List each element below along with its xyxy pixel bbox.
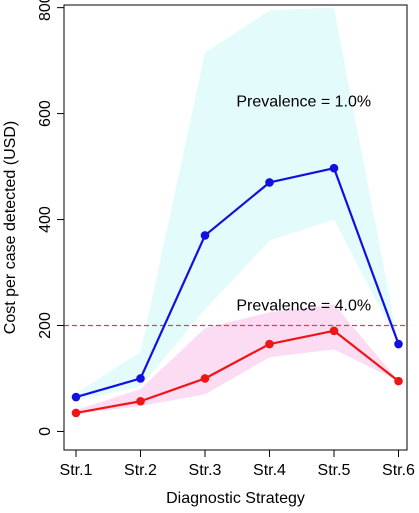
series-line-1 bbox=[75, 167, 400, 399]
series-lines bbox=[75, 167, 400, 414]
data-point-s2-2 bbox=[136, 396, 145, 406]
series-label-1: Prevalence = 1.0% bbox=[236, 93, 371, 110]
series-label-2: Prevalence = 4.0% bbox=[236, 297, 371, 314]
confidence-band-1 bbox=[76, 7, 399, 401]
data-point-s1-5 bbox=[329, 163, 339, 173]
y-tick-label-200: 200 bbox=[37, 312, 54, 339]
y-tick-label-0: 0 bbox=[37, 427, 54, 436]
series-points bbox=[71, 163, 403, 418]
data-point-s1-3 bbox=[200, 231, 210, 240]
y-axis: 0 200 400 600 800 bbox=[37, 0, 64, 436]
data-point-s1-2 bbox=[136, 374, 145, 383]
data-point-s1-1 bbox=[71, 392, 81, 402]
y-tick-label-400: 400 bbox=[37, 206, 54, 233]
data-point-s2-4 bbox=[265, 339, 274, 349]
x-tick-label-6: Str.6 bbox=[382, 462, 415, 479]
x-tick-label-2: Str.2 bbox=[124, 462, 157, 479]
plot-frame bbox=[63, 4, 408, 451]
x-axis-title: Diagnostic Strategy bbox=[166, 490, 305, 507]
data-point-s1-6 bbox=[394, 339, 403, 349]
y-tick-label-800: 800 bbox=[37, 0, 54, 21]
data-point-s2-3 bbox=[200, 374, 210, 383]
series-line-2 bbox=[75, 329, 400, 414]
x-axis: Str.1 Str.2 Str.3 Str.4 Str.5 Str.6 bbox=[60, 450, 415, 479]
data-point-s2-1 bbox=[71, 408, 81, 418]
series-labels: Prevalence = 1.0% Prevalence = 4.0% bbox=[236, 93, 371, 314]
confidence-bands bbox=[76, 7, 399, 414]
confidence-band-2 bbox=[76, 304, 399, 414]
x-tick-label-5: Str.5 bbox=[318, 462, 351, 479]
x-tick-label-3: Str.3 bbox=[189, 462, 222, 479]
x-tick-label-1: Str.1 bbox=[60, 462, 93, 479]
data-point-s2-5 bbox=[329, 326, 339, 336]
x-tick-label-4: Str.4 bbox=[253, 462, 286, 479]
data-point-s2-6 bbox=[394, 376, 403, 386]
data-point-s1-4 bbox=[265, 178, 274, 187]
y-tick-label-600: 600 bbox=[37, 100, 54, 127]
y-axis-title: Cost per case detected (USD) bbox=[2, 121, 19, 334]
